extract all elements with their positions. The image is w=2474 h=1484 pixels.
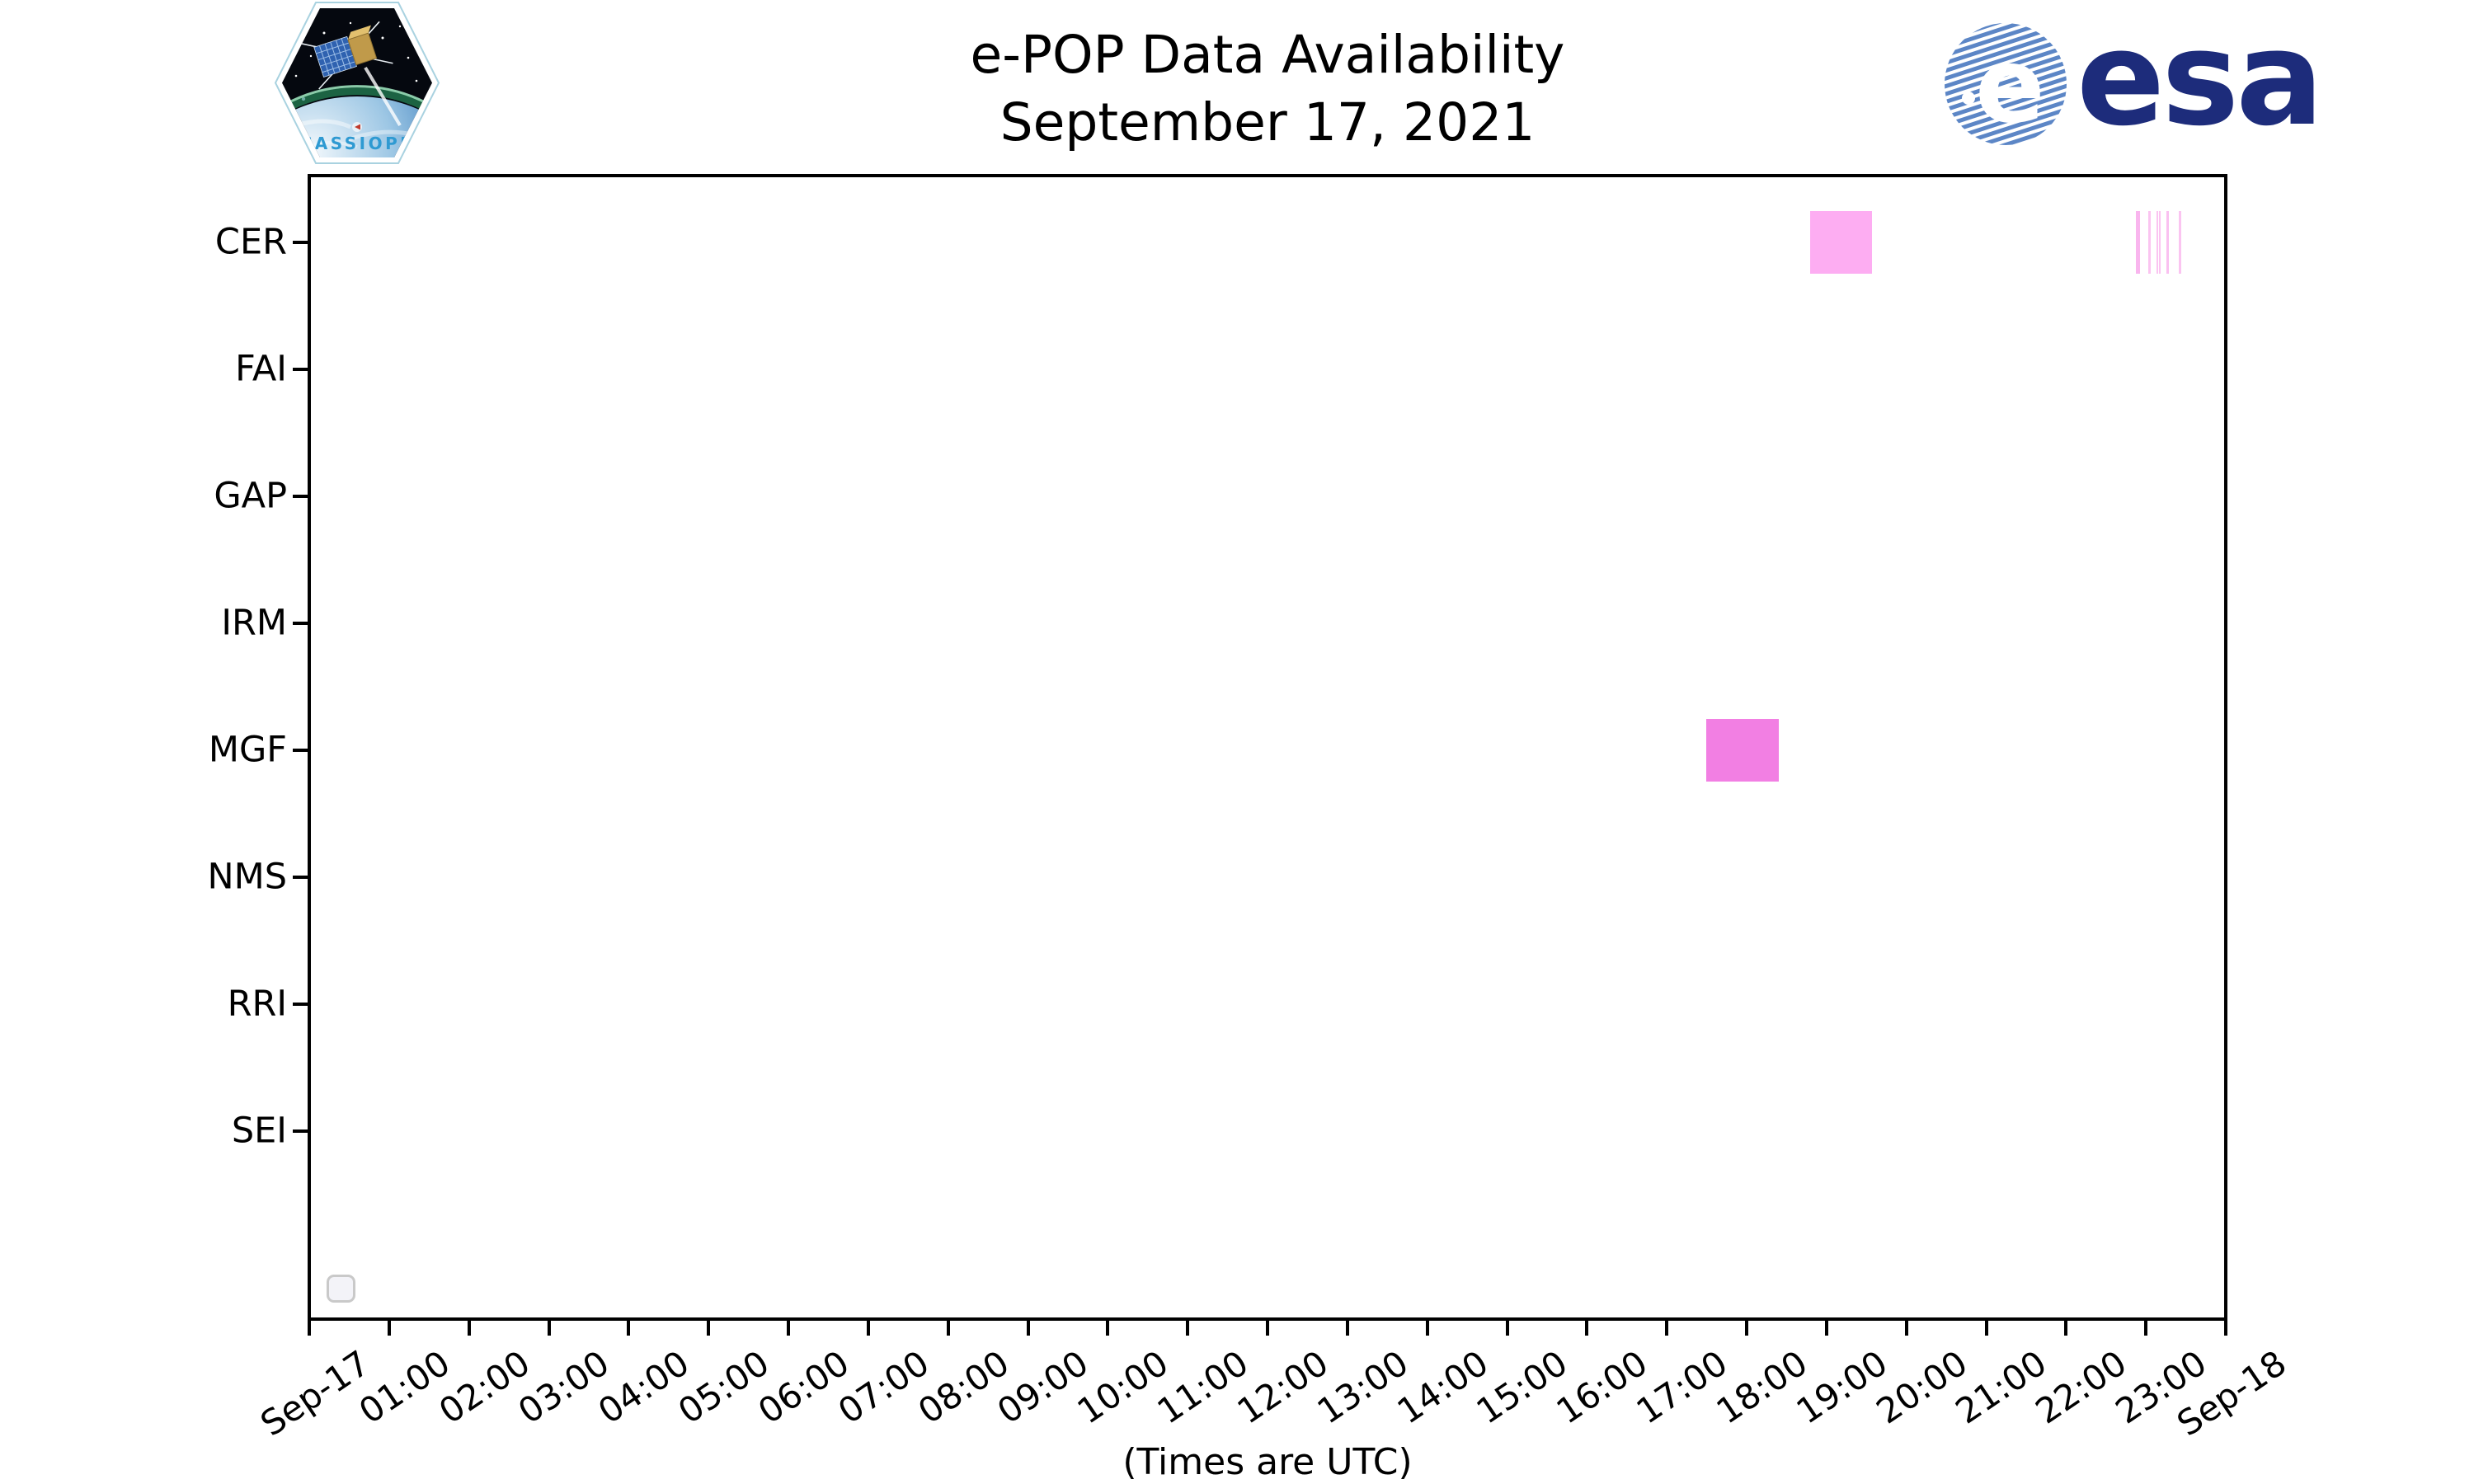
x-axis-tick-label: 06:00 xyxy=(750,1342,857,1432)
x-axis-tick xyxy=(547,1321,551,1336)
x-axis-tick-label: 04:00 xyxy=(590,1342,697,1432)
x-axis-tick-label: 22:00 xyxy=(2028,1342,2134,1432)
availability-bar xyxy=(2159,211,2161,274)
x-axis-tick-label: 15:00 xyxy=(1470,1342,1575,1432)
esa-wordmark: esa xyxy=(2077,3,2324,155)
x-axis-tick-label: 10:00 xyxy=(1070,1342,1176,1432)
y-axis-tick xyxy=(293,368,308,371)
x-axis-tick xyxy=(308,1321,311,1336)
x-axis-tick xyxy=(1026,1321,1030,1336)
x-axis-tick-label: 12:00 xyxy=(1230,1342,1336,1432)
x-axis-tick-label: 19:00 xyxy=(1789,1342,1895,1432)
x-axis-tick xyxy=(1186,1321,1190,1336)
y-axis-label: FAI xyxy=(235,348,287,390)
x-axis-tick xyxy=(707,1321,711,1336)
y-axis-label: RRI xyxy=(227,983,287,1025)
x-axis-tick xyxy=(787,1321,790,1336)
esa-logo: e esa xyxy=(1944,0,2324,165)
y-axis-tick xyxy=(293,241,308,244)
x-axis-tick-label: 11:00 xyxy=(1150,1342,1256,1432)
availability-bar xyxy=(2136,211,2140,274)
x-axis-tick xyxy=(1266,1321,1269,1336)
x-axis-tick xyxy=(1665,1321,1669,1336)
y-axis-tick xyxy=(293,495,308,498)
page-title: e-POP Data Availability xyxy=(970,25,1565,85)
x-axis-tick-label: 03:00 xyxy=(511,1342,617,1432)
x-axis-tick xyxy=(2064,1321,2068,1336)
y-axis-label: NMS xyxy=(207,856,287,898)
y-axis-label: CER xyxy=(214,221,287,263)
x-axis-tick xyxy=(1904,1321,1908,1336)
x-axis-tick xyxy=(946,1321,950,1336)
x-axis-tick-label: 16:00 xyxy=(1549,1342,1655,1432)
x-axis-tick-label: 08:00 xyxy=(910,1342,1016,1432)
x-axis-tick-label: 18:00 xyxy=(1709,1342,1815,1432)
y-axis-label: SEI xyxy=(231,1110,287,1152)
legend-box xyxy=(327,1275,355,1303)
y-axis-tick xyxy=(293,1129,308,1133)
x-axis-tick xyxy=(2224,1321,2227,1336)
availability-bar xyxy=(2148,211,2152,274)
x-axis-tick xyxy=(467,1321,471,1336)
cassiope-patch-label: CASSIOPE xyxy=(300,134,415,153)
y-axis-label: MGF xyxy=(208,729,287,771)
x-axis-tick-label: 17:00 xyxy=(1629,1342,1735,1432)
svg-text:e: e xyxy=(1975,26,2045,146)
x-axis-tick-label: 07:00 xyxy=(830,1342,937,1432)
esa-globe-icon: e xyxy=(1945,23,2067,146)
x-axis-tick xyxy=(627,1321,631,1336)
availability-bar xyxy=(2179,211,2181,274)
page-subtitle: September 17, 2021 xyxy=(999,92,1536,153)
x-axis-tick xyxy=(1505,1321,1509,1336)
x-axis-tick xyxy=(387,1321,391,1336)
y-axis-tick xyxy=(293,876,308,879)
availability-bar xyxy=(2166,211,2170,274)
x-axis-tick-label: 20:00 xyxy=(1869,1342,1974,1432)
availability-bar xyxy=(2157,211,2159,274)
x-axis-tick-label: 02:00 xyxy=(431,1342,537,1432)
availability-bar xyxy=(1810,211,1873,274)
plot-area xyxy=(308,174,2227,1321)
x-axis-tick xyxy=(866,1321,870,1336)
y-axis-label: IRM xyxy=(221,602,287,644)
x-axis-tick xyxy=(1425,1321,1429,1336)
x-axis-tick-label: 09:00 xyxy=(990,1342,1096,1432)
x-axis-tick xyxy=(1984,1321,1988,1336)
x-axis-tick-label: 21:00 xyxy=(1949,1342,2054,1432)
x-axis-tick xyxy=(1745,1321,1748,1336)
x-axis-tick xyxy=(1106,1321,1110,1336)
x-axis-tick-label: 01:00 xyxy=(351,1342,458,1432)
x-axis-tick-label: 13:00 xyxy=(1310,1342,1416,1432)
y-axis-tick xyxy=(293,1003,308,1006)
y-axis-tick xyxy=(293,622,308,625)
x-axis-tick-label: 05:00 xyxy=(670,1342,777,1432)
cassiope-mission-patch-icon: CASSIOPE xyxy=(275,2,440,164)
availability-bar xyxy=(1706,719,1780,782)
y-axis-label: GAP xyxy=(214,475,287,517)
x-axis-tick xyxy=(1824,1321,1828,1336)
y-axis-tick xyxy=(293,749,308,752)
x-axis-tick xyxy=(1585,1321,1589,1336)
x-axis-tick xyxy=(2144,1321,2148,1336)
x-axis-tick xyxy=(1345,1321,1349,1336)
x-axis-tick-label: 14:00 xyxy=(1390,1342,1495,1432)
x-axis-caption: (Times are UTC) xyxy=(1122,1441,1413,1483)
